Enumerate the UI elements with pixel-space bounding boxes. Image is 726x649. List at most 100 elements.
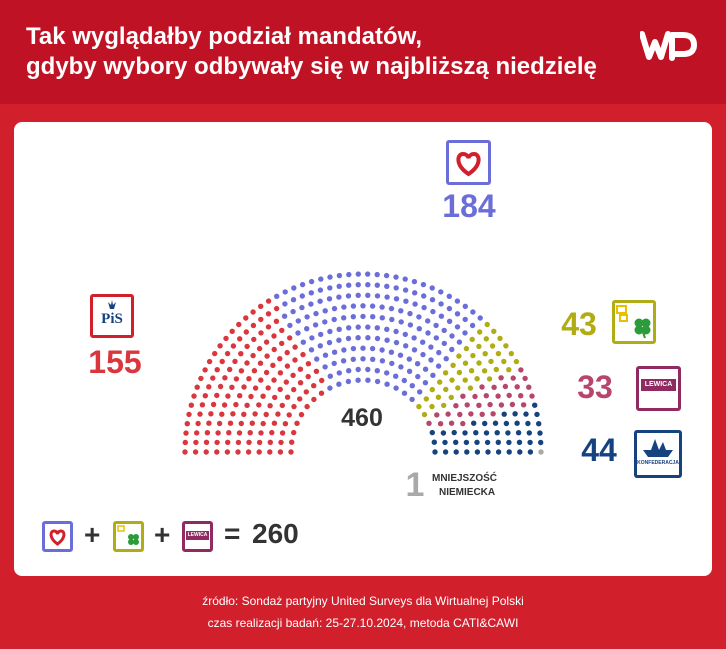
- title-line-1: Tak wyglądałby podział mandatów,: [26, 23, 423, 50]
- seat-dot: [379, 358, 386, 364]
- seat-dot: [441, 327, 447, 334]
- seat-dot: [467, 385, 474, 391]
- seat-dot: [265, 298, 272, 304]
- seat-dot: [460, 420, 466, 427]
- seat-dot: [407, 322, 414, 328]
- seat-dot: [336, 337, 342, 343]
- seat-dot: [308, 301, 314, 307]
- seat-dot: [503, 420, 510, 427]
- seat-dot: [271, 346, 277, 353]
- seat-dot: [464, 402, 470, 408]
- seat-dot: [229, 328, 235, 334]
- seat-dot: [506, 392, 512, 399]
- seat-dot: [224, 449, 231, 455]
- seat-dot: [514, 384, 520, 390]
- seat-dot: [208, 411, 214, 417]
- seat-dot: [393, 328, 399, 335]
- seat-dot: [425, 330, 431, 336]
- total-seat-count: 460: [341, 404, 383, 432]
- seat-dot: [389, 360, 395, 367]
- seat-dot: [494, 430, 500, 436]
- seat-dot: [503, 343, 509, 349]
- seat-dot: [336, 272, 343, 279]
- seat-dot: [420, 351, 426, 358]
- seat-dot: [469, 336, 475, 343]
- seat-dot: [360, 303, 366, 309]
- seat-dot: [501, 411, 507, 417]
- seat-dot: [384, 381, 390, 387]
- seat-dot: [350, 356, 356, 362]
- seat-dot: [522, 375, 528, 382]
- seat-dot: [532, 402, 538, 408]
- seat-dot: [428, 344, 434, 350]
- pis-seat-count: 155: [88, 344, 142, 380]
- seat-dot: [449, 333, 455, 339]
- seat-dot: [290, 297, 297, 303]
- seat-dot: [442, 449, 449, 455]
- seat-dot: [462, 330, 468, 336]
- seat-dot: [369, 345, 376, 352]
- seat-dot: [193, 439, 199, 446]
- seat-dot: [374, 378, 381, 385]
- seat-dot: [462, 316, 468, 323]
- seat-dot: [472, 393, 478, 400]
- seat-dot: [336, 370, 342, 376]
- source-note: źródło: Sondaż partyjny United Surveys d…: [202, 594, 524, 608]
- seat-dot: [305, 361, 312, 367]
- seat-dot: [237, 336, 243, 342]
- seat-dot: [226, 430, 232, 436]
- seat-dot: [506, 367, 512, 373]
- seat-dot: [287, 335, 293, 341]
- seat-dot: [238, 368, 245, 374]
- seat-dot: [271, 377, 277, 383]
- seat-dot: [384, 283, 390, 289]
- seat-dot: [450, 362, 456, 368]
- seat-dot: [313, 310, 319, 317]
- seat-dot: [252, 385, 259, 391]
- seat-dot: [393, 274, 399, 280]
- seat-dot: [243, 315, 249, 321]
- seat-dot: [244, 360, 250, 366]
- seat-dot: [495, 449, 502, 455]
- seat-dot: [206, 420, 212, 426]
- seat-dot: [398, 364, 404, 370]
- seat-dot: [360, 345, 366, 351]
- seat-dot: [227, 420, 234, 426]
- seat-dot: [426, 420, 432, 426]
- seat-dot: [516, 439, 523, 445]
- seat-dot: [442, 370, 449, 376]
- seat-dot: [277, 449, 284, 455]
- seat-dot: [464, 449, 470, 455]
- seat-dot: [224, 350, 231, 357]
- seat-dot: [303, 389, 309, 395]
- seat-dot: [263, 369, 270, 376]
- seat-dot: [217, 343, 223, 349]
- seat-dot: [230, 411, 236, 417]
- seat-dot: [501, 358, 507, 365]
- seat-dot: [288, 449, 294, 455]
- seat-dot: [436, 349, 442, 356]
- td-clover-logo-icon: [612, 300, 656, 344]
- seat-dot: [487, 401, 493, 408]
- lewica-logo-text: LEWICA: [641, 379, 676, 391]
- seat-dot: [370, 314, 376, 320]
- seat-dot: [421, 293, 427, 299]
- seat-dot: [538, 439, 544, 446]
- seat-dot: [430, 372, 436, 378]
- seat-dot: [251, 368, 258, 374]
- seat-dot: [495, 439, 501, 445]
- seat-dot: [355, 282, 361, 288]
- seat-dot: [282, 421, 289, 427]
- seat-dot: [279, 340, 285, 347]
- formula-result: 260: [252, 518, 299, 549]
- seat-dot: [222, 375, 228, 381]
- seat-dot: [456, 369, 463, 376]
- seat-dot: [291, 386, 297, 393]
- seat-dot: [462, 377, 468, 383]
- seat-dot: [449, 377, 455, 383]
- seat-dot: [345, 335, 352, 342]
- seat-dot: [508, 350, 514, 357]
- seat-dot: [186, 411, 192, 418]
- seat-dot: [326, 296, 333, 302]
- seat-dot: [256, 345, 263, 352]
